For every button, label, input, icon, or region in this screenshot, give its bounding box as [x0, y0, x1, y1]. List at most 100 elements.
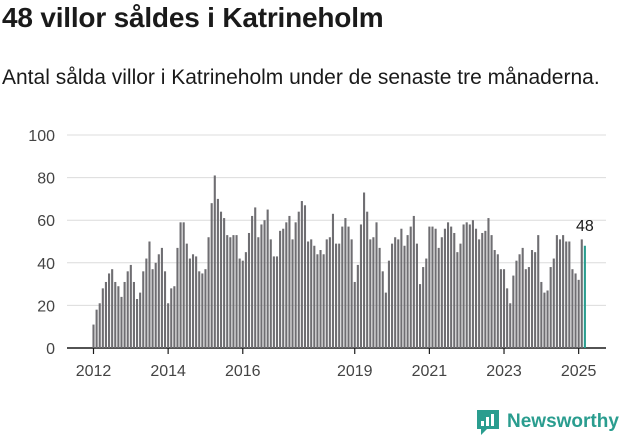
bar: [394, 237, 397, 348]
bar: [300, 201, 303, 348]
bar: [484, 230, 487, 348]
bar: [204, 269, 207, 348]
x-tick-label: 2025: [561, 363, 597, 380]
bar: [440, 237, 443, 348]
x-tick-label: 2014: [150, 363, 186, 380]
bar: [260, 224, 263, 348]
bar: [356, 264, 359, 348]
bar: [381, 271, 384, 348]
x-axis: 2012 2014 2016 2019 2021 2023 2025: [76, 348, 597, 380]
bar: [502, 269, 506, 348]
bar: [509, 303, 512, 348]
chart-title: 48 villor såldes i Katrineholm: [2, 2, 384, 33]
bar: [412, 215, 415, 348]
bar: [163, 271, 167, 348]
bar: [372, 237, 375, 348]
bar: [415, 243, 418, 348]
bar: [471, 220, 474, 348]
highlight-value-label: 48: [576, 218, 594, 235]
bar: [210, 203, 213, 348]
bar: [135, 299, 139, 348]
bar: [182, 222, 185, 348]
bar: [558, 239, 562, 348]
bar: [257, 237, 260, 348]
bar: [378, 247, 381, 348]
newsworthy-logo-text: Newsworthy: [507, 411, 619, 432]
bar: [555, 235, 558, 348]
bar: [123, 281, 126, 348]
bar: [322, 254, 325, 348]
bar: [552, 258, 555, 348]
bar: [397, 239, 400, 348]
bar: [198, 271, 201, 348]
bar: [145, 258, 148, 348]
bar: [406, 235, 409, 348]
bar: [108, 273, 111, 348]
bar: [269, 239, 272, 348]
bar: [375, 222, 378, 348]
bar: [543, 292, 546, 348]
bar: [176, 247, 179, 348]
bar: [297, 211, 300, 348]
bar: [453, 232, 456, 348]
bar: [188, 258, 191, 348]
bar: [160, 247, 163, 348]
bar: [213, 175, 216, 348]
bar: [474, 228, 478, 348]
bar: [247, 232, 251, 348]
bar: [366, 211, 369, 348]
bar: [92, 324, 95, 348]
bar: [353, 281, 356, 348]
bar: [409, 226, 412, 348]
bar: [235, 235, 238, 348]
x-tick-label: 2019: [337, 363, 373, 380]
bar: [499, 269, 502, 348]
bar: [403, 245, 406, 348]
bar: [434, 228, 437, 348]
bar: [111, 269, 114, 348]
bar: [506, 288, 509, 348]
bar: [325, 239, 328, 348]
bar: [347, 226, 350, 348]
bar: [549, 267, 552, 348]
x-tick-label: 2012: [76, 363, 112, 380]
bar: [120, 296, 123, 348]
bar: [104, 281, 107, 348]
bar: [244, 252, 247, 348]
bar: [571, 269, 574, 348]
bar: [263, 220, 266, 348]
bar: [303, 205, 307, 348]
bar: [359, 224, 363, 348]
bar: [384, 292, 387, 348]
bar: [540, 281, 543, 348]
bar: [254, 207, 257, 348]
bar: [515, 260, 518, 348]
x-tick-label: 2021: [412, 363, 448, 380]
bar: [232, 235, 235, 348]
bar: [331, 213, 335, 348]
x-tick-label: 2023: [486, 363, 522, 380]
y-tick-label: 80: [37, 171, 55, 188]
bar: [316, 254, 319, 348]
bar: [98, 303, 101, 348]
bar: [574, 273, 577, 348]
bar: [285, 222, 288, 348]
bar: [294, 222, 297, 348]
bar: [307, 241, 310, 348]
bar-highlight: [583, 245, 586, 348]
bar: [562, 235, 565, 348]
annotations: 48: [576, 218, 594, 235]
bar: [512, 275, 515, 348]
bar: [279, 230, 282, 348]
bar: [493, 250, 496, 348]
bar: [344, 218, 347, 348]
bar: [537, 235, 540, 348]
bar: [422, 267, 425, 348]
y-tick-label: 100: [28, 128, 55, 145]
bar: [238, 258, 241, 348]
bar-chart: 0 20 40 60 80 100 2012 2014 2016 2019 2021 2023 202…: [28, 128, 606, 380]
bar: [534, 252, 537, 348]
bar: [272, 256, 275, 348]
bar: [229, 237, 232, 348]
bar: [521, 247, 524, 348]
